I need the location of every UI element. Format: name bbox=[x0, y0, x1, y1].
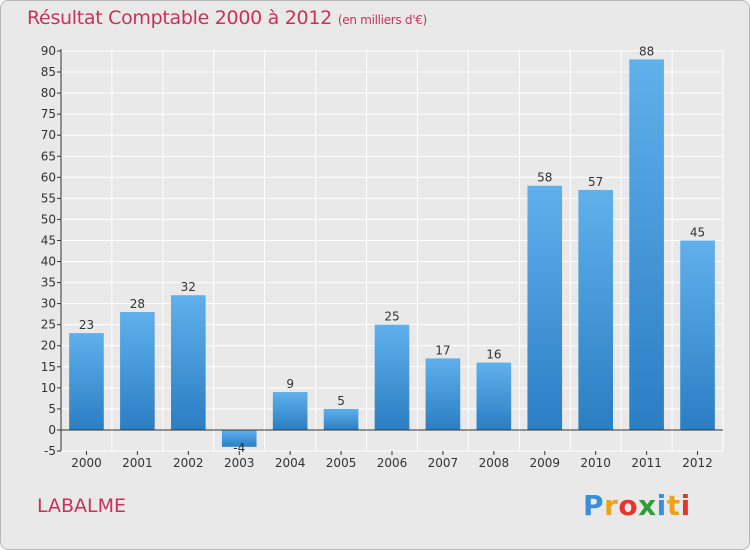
y-tick-label: 25 bbox=[41, 318, 56, 332]
bar-2005 bbox=[323, 408, 359, 430]
y-tick-label: 90 bbox=[41, 44, 56, 58]
logo-letter: x bbox=[638, 489, 657, 522]
x-tick-label: 2009 bbox=[529, 456, 560, 470]
data-label: 25 bbox=[384, 310, 399, 324]
y-tick-label: 70 bbox=[41, 128, 56, 142]
x-tick-label: 2006 bbox=[377, 456, 408, 470]
y-tick-label: 75 bbox=[41, 107, 56, 121]
y-tick-label: 65 bbox=[41, 149, 56, 163]
x-tick-label: 2008 bbox=[479, 456, 510, 470]
bar-2007 bbox=[425, 358, 461, 430]
proxiti-logo: Proxiti bbox=[583, 489, 691, 522]
chart-subtitle: (en milliers d'€) bbox=[337, 13, 427, 27]
y-tick-label: 0 bbox=[48, 423, 56, 437]
y-tick-label: 55 bbox=[41, 191, 56, 205]
commune-name: LABALME bbox=[37, 495, 127, 517]
data-label: 23 bbox=[79, 318, 94, 332]
logo-letter: i bbox=[656, 489, 667, 522]
x-tick-label: 2012 bbox=[682, 456, 713, 470]
logo-letter: r bbox=[604, 489, 619, 522]
data-label: 17 bbox=[435, 343, 450, 357]
bar-2012 bbox=[680, 240, 715, 430]
logo-letter: i bbox=[680, 489, 691, 522]
bar-2003 bbox=[221, 429, 257, 447]
x-tick-label: 2002 bbox=[173, 456, 204, 470]
y-tick-label: 10 bbox=[41, 381, 56, 395]
bar-2002 bbox=[170, 295, 206, 430]
x-tick-label: 2010 bbox=[580, 456, 611, 470]
logo-letter: P bbox=[583, 489, 605, 522]
x-tick-label: 2003 bbox=[224, 456, 255, 470]
y-tick-label: 5 bbox=[48, 402, 56, 416]
bar-2009 bbox=[527, 185, 563, 430]
data-label: 57 bbox=[588, 175, 603, 189]
y-tick-label: 80 bbox=[41, 86, 56, 100]
x-tick-label: 2007 bbox=[428, 456, 459, 470]
logo-letter: t bbox=[666, 489, 681, 522]
chart-title-text: Résultat Comptable 2000 à 2012 bbox=[27, 7, 332, 29]
x-tick-label: 2000 bbox=[71, 456, 102, 470]
y-tick-label: 50 bbox=[41, 212, 56, 226]
bar-2001 bbox=[120, 312, 155, 430]
data-label: -4 bbox=[233, 441, 245, 455]
y-tick-label: 40 bbox=[41, 255, 56, 269]
y-tick-label: 20 bbox=[41, 339, 56, 353]
y-tick-label: 60 bbox=[41, 170, 56, 184]
y-tick-label: -5 bbox=[44, 444, 56, 458]
x-tick-label: 2001 bbox=[122, 456, 153, 470]
bar-2010 bbox=[578, 189, 614, 430]
bar-2008 bbox=[476, 362, 512, 430]
data-label: 88 bbox=[639, 44, 654, 58]
y-tick-label: 35 bbox=[41, 276, 56, 290]
logo-letter: o bbox=[618, 489, 639, 522]
y-tick-label: 15 bbox=[41, 360, 56, 374]
x-tick-label: 2004 bbox=[275, 456, 306, 470]
y-tick-label: 30 bbox=[41, 297, 56, 311]
data-label: 45 bbox=[690, 225, 705, 239]
chart-title: Résultat Comptable 2000 à 2012 (en millie… bbox=[27, 7, 427, 29]
bar-2006 bbox=[374, 324, 410, 430]
data-label: 28 bbox=[130, 297, 145, 311]
data-label: 9 bbox=[286, 377, 294, 391]
y-tick-label: 45 bbox=[41, 233, 56, 247]
bar-2004 bbox=[272, 392, 308, 430]
data-label: 32 bbox=[181, 280, 196, 294]
y-tick-label: 85 bbox=[41, 65, 56, 79]
bar-2000 bbox=[69, 333, 104, 430]
x-tick-label: 2005 bbox=[326, 456, 357, 470]
data-label: 58 bbox=[537, 171, 552, 185]
data-label: 5 bbox=[337, 394, 345, 408]
x-tick-label: 2011 bbox=[631, 456, 662, 470]
data-label: 16 bbox=[486, 348, 501, 362]
bar-2011 bbox=[629, 59, 664, 430]
